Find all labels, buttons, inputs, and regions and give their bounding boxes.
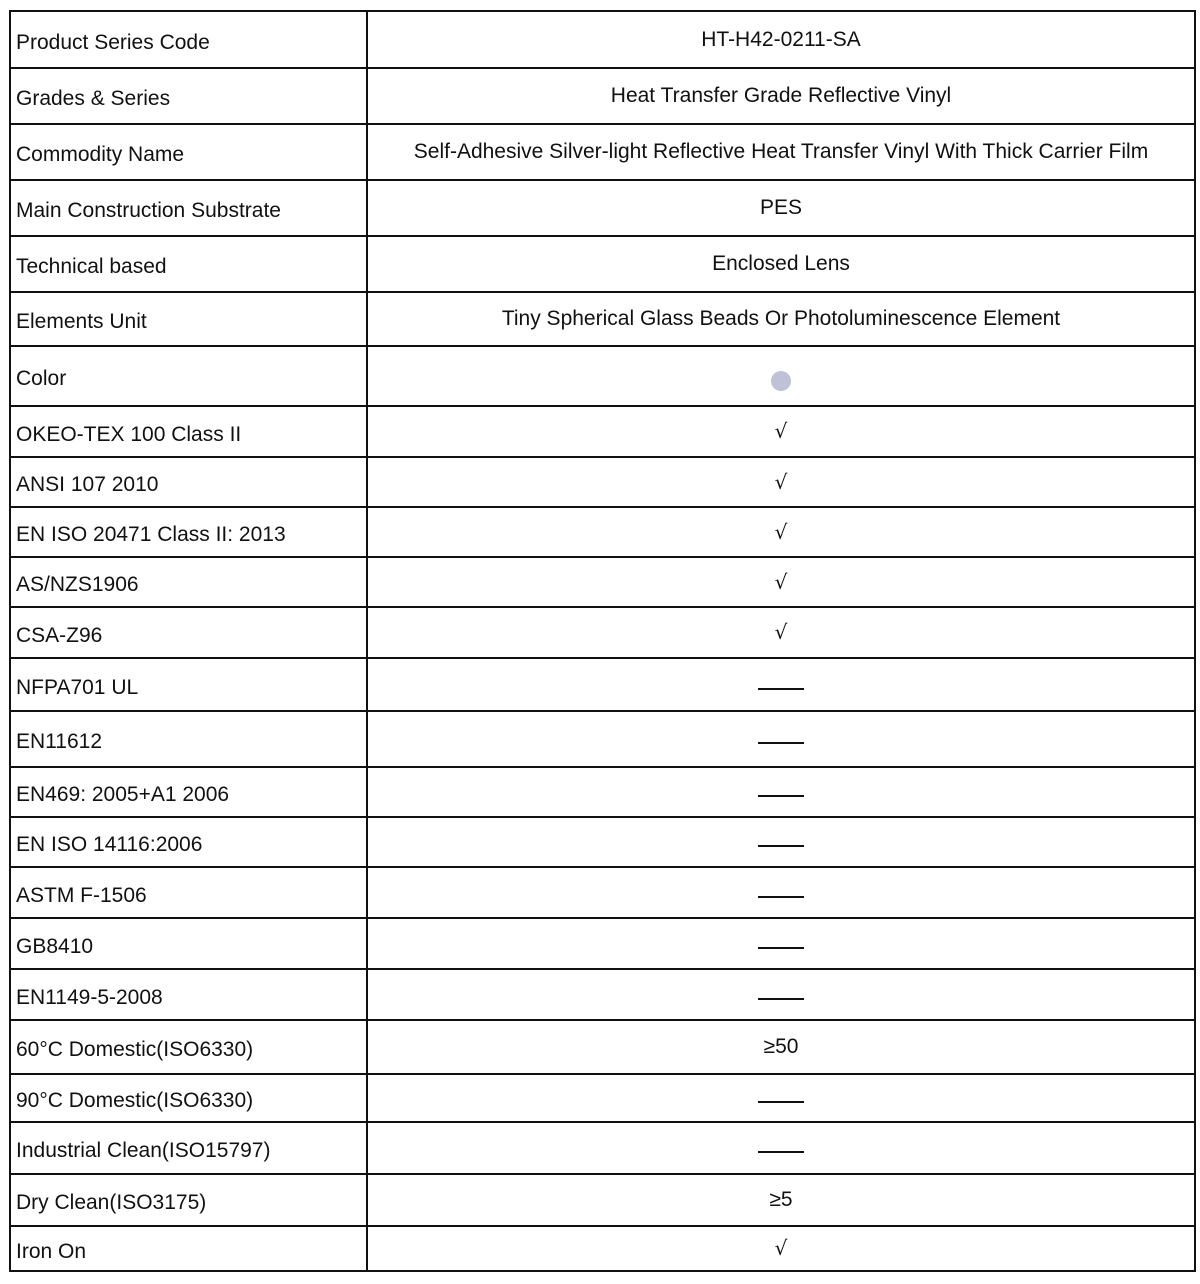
table-row: 60°C Domestic(ISO6330) ≥50 <box>9 1019 1196 1075</box>
row-label: Industrial Clean(ISO15797) <box>9 1121 368 1175</box>
row-label: 60°C Domestic(ISO6330) <box>9 1019 368 1075</box>
spec-table: Product Series Code HT-H42-0211-SA Grades … <box>9 10 1196 1272</box>
dash-icon <box>758 946 804 949</box>
row-value: ≥50 <box>366 1019 1196 1075</box>
row-value: √ <box>366 1225 1196 1272</box>
check-mark: √ <box>774 469 788 494</box>
table-row: EN ISO 14116:2006 <box>9 816 1196 868</box>
dash-icon <box>758 1151 804 1154</box>
row-value: HT-H42-0211-SA <box>366 10 1196 69</box>
row-value <box>366 816 1196 868</box>
row-label: EN469: 2005+A1 2006 <box>9 766 368 818</box>
check-mark: √ <box>774 519 788 544</box>
table-row: ASTM F-1506 <box>9 866 1196 919</box>
row-value: √ <box>366 556 1196 608</box>
row-value: √ <box>366 405 1196 458</box>
row-label: 90°C Domestic(ISO6330) <box>9 1073 368 1123</box>
table-row: Dry Clean(ISO3175) ≥5 <box>9 1173 1196 1227</box>
table-row: EN1149-5-2008 <box>9 968 1196 1021</box>
table-row: ANSI 107 2010 √ <box>9 456 1196 508</box>
dash-icon <box>758 795 804 798</box>
row-value: PES <box>366 179 1196 237</box>
check-mark: √ <box>774 569 788 594</box>
row-label: NFPA701 UL <box>9 657 368 712</box>
check-mark: √ <box>774 620 788 644</box>
row-label: EN11612 <box>9 710 368 768</box>
check-mark: √ <box>774 419 788 443</box>
table-row: EN469: 2005+A1 2006 <box>9 766 1196 818</box>
row-value <box>366 1073 1196 1123</box>
table-row: GB8410 <box>9 917 1196 970</box>
table-row: 90°C Domestic(ISO6330) <box>9 1073 1196 1123</box>
check-mark: √ <box>774 1236 788 1260</box>
row-label: Iron On <box>9 1225 368 1272</box>
dash-icon <box>758 895 804 898</box>
dash-icon <box>758 997 804 1000</box>
table-row: AS/NZS1906 √ <box>9 556 1196 608</box>
table-row: NFPA701 UL <box>9 657 1196 712</box>
row-label: EN ISO 14116:2006 <box>9 816 368 868</box>
row-label: CSA-Z96 <box>9 606 368 659</box>
dash-icon <box>758 742 804 745</box>
row-label: GB8410 <box>9 917 368 970</box>
row-label: ASTM F-1506 <box>9 866 368 919</box>
row-label: Dry Clean(ISO3175) <box>9 1173 368 1227</box>
table-row: Commodity Name Self-Adhesive Silver-light… <box>9 123 1196 181</box>
table-row: Iron On √ <box>9 1225 1196 1272</box>
row-value <box>366 710 1196 768</box>
row-label: Main Construction Substrate <box>9 179 368 237</box>
row-value: ≥5 <box>366 1173 1196 1227</box>
table-row: Grades & Series Heat Transfer Grade Refle… <box>9 67 1196 125</box>
dash-icon <box>758 845 804 848</box>
dash-icon <box>758 687 804 690</box>
row-value: Self-Adhesive Silver-light Reflective He… <box>366 123 1196 181</box>
row-label: AS/NZS1906 <box>9 556 368 608</box>
row-value: √ <box>366 506 1196 558</box>
row-label: EN1149-5-2008 <box>9 968 368 1021</box>
row-value: Heat Transfer Grade Reflective Vinyl <box>366 67 1196 125</box>
table-row: Technical based Enclosed Lens <box>9 235 1196 293</box>
row-value <box>366 766 1196 818</box>
table-row: Color <box>9 345 1196 407</box>
row-label: OKEO-TEX 100 Class II <box>9 405 368 458</box>
dash-icon <box>758 1101 804 1104</box>
table-row: OKEO-TEX 100 Class II √ <box>9 405 1196 458</box>
row-value: Enclosed Lens <box>366 235 1196 293</box>
table-row: EN ISO 20471 Class II: 2013 √ <box>9 506 1196 558</box>
row-label: Product Series Code <box>9 10 368 69</box>
table-row: Product Series Code HT-H42-0211-SA <box>9 10 1196 69</box>
row-label: Color <box>9 345 368 407</box>
table-row: Elements Unit Tiny Spherical Glass Beads … <box>9 291 1196 347</box>
row-value: √ <box>366 606 1196 659</box>
row-value: Tiny Spherical Glass Beads Or Photolumin… <box>366 291 1196 347</box>
row-value <box>366 657 1196 712</box>
table-row: Industrial Clean(ISO15797) <box>9 1121 1196 1175</box>
row-value <box>366 866 1196 919</box>
row-label: EN ISO 20471 Class II: 2013 <box>9 506 368 558</box>
table-row: Main Construction Substrate PES <box>9 179 1196 237</box>
row-value <box>366 1121 1196 1175</box>
table-row: EN11612 <box>9 710 1196 768</box>
row-value <box>366 917 1196 970</box>
row-label: ANSI 107 2010 <box>9 456 368 508</box>
row-label: Grades & Series <box>9 67 368 125</box>
row-value <box>366 345 1196 407</box>
row-value <box>366 968 1196 1021</box>
row-label: Technical based <box>9 235 368 293</box>
row-label: Elements Unit <box>9 291 368 347</box>
row-value: √ <box>366 456 1196 508</box>
row-label: Commodity Name <box>9 123 368 181</box>
color-swatch-icon <box>771 371 791 391</box>
table-row: CSA-Z96 √ <box>9 606 1196 659</box>
